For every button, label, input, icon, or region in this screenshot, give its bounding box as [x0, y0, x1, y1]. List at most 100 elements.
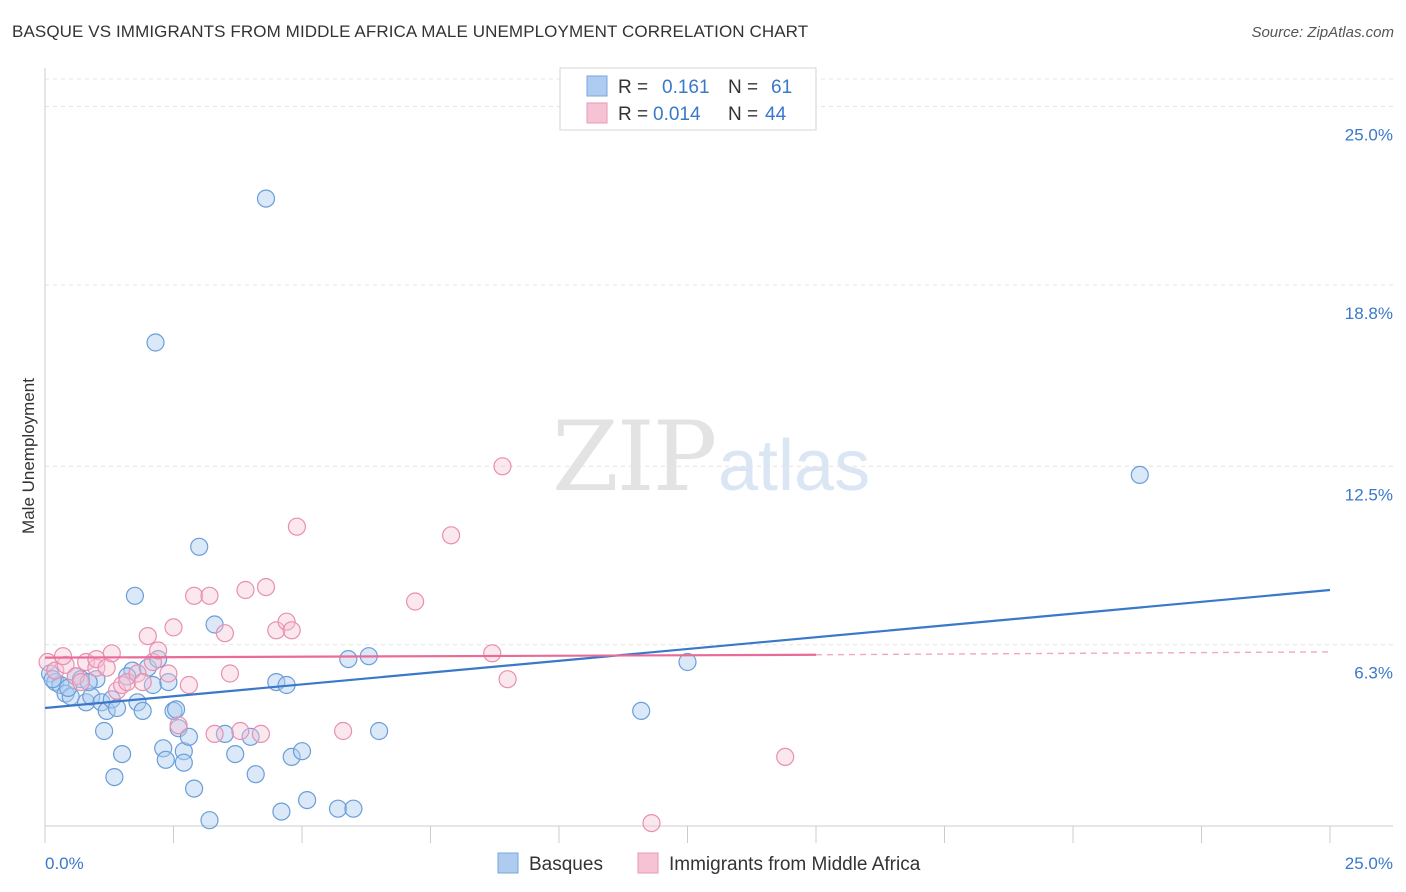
- legend-r-label-immigrants: R =: [618, 104, 648, 125]
- point-basques: [154, 739, 173, 758]
- point-basques: [272, 802, 291, 821]
- point-basques: [246, 765, 265, 784]
- point-basques: [82, 687, 101, 706]
- point-immigrants-middle-africa: [138, 626, 157, 646]
- point-immigrants-middle-africa: [236, 580, 255, 600]
- x-tick-label-max: 25.0%: [1345, 854, 1393, 873]
- point-immigrants-middle-africa: [642, 813, 661, 833]
- point-basques: [282, 747, 301, 767]
- legend-r-label-basques: R =: [618, 77, 648, 98]
- tick-labels: 6.3% 12.5% 18.8% 25.0% 0.0% 25.0%: [45, 126, 1393, 873]
- series-legend: Basques Immigrants from Middle Africa: [497, 852, 921, 875]
- point-immigrants-middle-africa: [159, 664, 178, 683]
- point-immigrants-middle-africa: [282, 621, 301, 640]
- point-immigrants-middle-africa: [185, 586, 204, 605]
- point-basques: [632, 701, 651, 721]
- point-basques: [143, 675, 162, 695]
- point-immigrants-middle-africa: [66, 667, 85, 686]
- point-immigrants-middle-africa: [164, 618, 183, 637]
- point-basques: [256, 189, 276, 208]
- point-immigrants-middle-africa: [215, 624, 234, 643]
- point-basques: [200, 811, 219, 830]
- point-immigrants-middle-africa: [133, 672, 152, 692]
- point-basques: [328, 799, 348, 818]
- point-basques: [105, 767, 124, 787]
- point-basques: [339, 649, 358, 669]
- trend-lines: [44, 588, 1331, 710]
- point-immigrants-middle-africa: [277, 612, 296, 631]
- watermark-zip: ZIP: [552, 401, 715, 513]
- point-basques: [123, 661, 142, 680]
- point-immigrants-middle-africa: [498, 670, 517, 689]
- legend-swatch-immigrants: [586, 102, 608, 124]
- point-basques: [292, 742, 312, 761]
- y-tick-label: 25.0%: [1345, 126, 1393, 145]
- bottom-legend-swatch-basques: [497, 852, 519, 874]
- bottom-legend-basques: Basques: [529, 854, 603, 875]
- point-basques: [102, 690, 121, 709]
- point-immigrants-middle-africa: [169, 716, 188, 735]
- point-basques: [344, 799, 363, 818]
- grid-lines: [45, 78, 1393, 646]
- y-tick-label: 18.8%: [1345, 304, 1393, 323]
- y-tick-label: 12.5%: [1345, 485, 1393, 504]
- point-basques: [226, 744, 245, 764]
- point-basques: [94, 721, 114, 741]
- trend-line-basques: [44, 588, 1331, 710]
- point-basques: [112, 744, 132, 764]
- point-immigrants-middle-africa: [442, 526, 461, 545]
- x-tick-label-min: 0.0%: [45, 854, 84, 873]
- point-immigrants-middle-africa: [776, 747, 795, 767]
- legend-n-value-immigrants: 44: [765, 104, 787, 125]
- point-basques: [678, 652, 697, 672]
- point-immigrants-middle-africa: [200, 586, 219, 605]
- point-immigrants-middle-africa: [256, 577, 276, 597]
- point-immigrants-middle-africa: [493, 457, 512, 476]
- point-immigrants-middle-africa: [251, 724, 270, 744]
- legend-r-value-basques: 0.161: [662, 77, 710, 98]
- axes: [44, 68, 1393, 843]
- point-basques: [133, 701, 152, 721]
- point-basques: [298, 790, 317, 810]
- point-basques: [156, 750, 175, 769]
- trend-line-immigrants: [44, 653, 817, 659]
- point-immigrants-middle-africa: [334, 721, 353, 741]
- point-immigrants-middle-africa: [102, 644, 121, 663]
- point-immigrants-middle-africa: [97, 658, 116, 677]
- legend-n-label-immigrants: N =: [728, 104, 758, 125]
- point-immigrants-middle-africa: [71, 672, 91, 692]
- point-immigrants-middle-africa: [220, 664, 240, 683]
- chart-title: BASQUE VS IMMIGRANTS FROM MIDDLE AFRICA …: [12, 22, 809, 41]
- chart-source: Source: ZipAtlas.com: [1251, 24, 1394, 41]
- point-immigrants-middle-africa: [179, 675, 198, 695]
- point-basques: [185, 779, 204, 798]
- point-immigrants-middle-africa: [231, 721, 250, 741]
- y-axis-label: Male Unemployment: [19, 378, 38, 534]
- point-basques: [215, 724, 234, 744]
- point-immigrants-middle-africa: [205, 724, 224, 744]
- point-immigrants-middle-africa: [53, 647, 73, 666]
- point-basques: [167, 700, 186, 719]
- point-basques: [146, 333, 165, 352]
- point-basques: [370, 721, 389, 741]
- point-basques: [1130, 465, 1149, 484]
- point-basques: [190, 537, 209, 556]
- legend-n-value-basques: 61: [771, 77, 792, 98]
- point-immigrants-middle-africa: [287, 517, 306, 536]
- point-immigrants-middle-africa: [149, 641, 168, 660]
- legend-n-label-basques: N =: [728, 77, 758, 98]
- point-basques: [174, 753, 193, 772]
- bottom-legend-immigrants: Immigrants from Middle Africa: [669, 854, 921, 875]
- bottom-legend-swatch-immigrants: [637, 852, 659, 874]
- point-basques: [241, 727, 260, 746]
- legend-swatch-basques: [586, 75, 608, 97]
- point-basques: [125, 586, 144, 605]
- point-basques: [76, 693, 96, 712]
- data-points: [38, 189, 1149, 833]
- point-immigrants-middle-africa: [112, 675, 132, 695]
- point-immigrants-middle-africa: [406, 592, 425, 611]
- correlation-legend: R = 0.161 N = 61 R = 0.014 N = 44: [559, 67, 817, 131]
- y-tick-label: 6.3%: [1354, 664, 1393, 683]
- point-immigrants-middle-africa: [128, 664, 147, 683]
